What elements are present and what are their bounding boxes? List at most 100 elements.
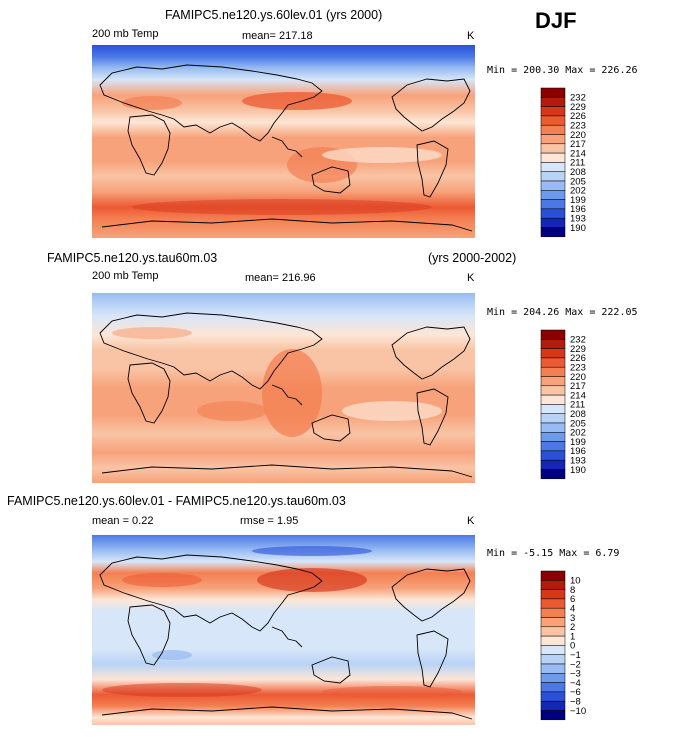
colorbar-swatch xyxy=(540,339,566,349)
colorbar-swatch xyxy=(540,152,566,163)
colorbar-swatch xyxy=(540,589,566,600)
panel2-units: K xyxy=(467,272,475,284)
colorbar-swatch xyxy=(540,217,566,228)
colorbar-swatch xyxy=(540,106,566,117)
colorbar-tick-label: 211 xyxy=(570,400,585,411)
panel2-title: FAMIPC5.ne120.ys.tau60m.03 xyxy=(47,251,218,265)
colorbar-swatch xyxy=(540,87,566,98)
colorbar-swatch xyxy=(540,413,566,424)
colorbar-swatch xyxy=(540,635,566,646)
panel1-minmax: Min = 200.30 Max = 226.26 xyxy=(487,65,638,76)
colorbar-tick-label: 223 xyxy=(570,121,586,132)
colorbar-tick-label: −8 xyxy=(570,697,581,708)
colorbar-tick-label: 208 xyxy=(570,167,586,178)
colorbar-tick-label: 232 xyxy=(570,335,586,346)
colorbar-tick-label: 196 xyxy=(570,446,586,457)
colorbar-swatch xyxy=(540,115,566,126)
colorbar-tick-label: 202 xyxy=(570,428,586,439)
colorbar-tick-label: 229 xyxy=(570,344,586,355)
colorbar-tick-label: 217 xyxy=(570,139,586,150)
colorbar-tick-label: 2 xyxy=(570,622,575,633)
colorbar-swatch xyxy=(540,570,566,581)
colorbar-swatch xyxy=(540,208,566,219)
colorbar-tick-label: 6 xyxy=(570,594,575,605)
colorbar-swatch xyxy=(540,441,566,452)
colorbar-swatch xyxy=(540,404,566,414)
colorbar-tick-label: 193 xyxy=(570,214,586,225)
colorbar-swatch xyxy=(540,626,566,637)
colorbar-tick-label: 223 xyxy=(570,363,586,374)
colorbar-tick-label: 10 xyxy=(570,576,581,587)
colorbar-swatch xyxy=(540,385,566,396)
colorbar-tick-label: 205 xyxy=(570,176,586,187)
panel1-units: K xyxy=(467,30,475,42)
colorbar-tick-label: 220 xyxy=(570,130,586,141)
colorbar-tick-label: 214 xyxy=(570,390,586,401)
colorbar-tick-label: 8 xyxy=(570,585,575,596)
colorbar-swatch xyxy=(540,199,566,210)
colorbar-swatch xyxy=(540,598,566,609)
colorbar-swatch xyxy=(540,348,566,359)
colorbar-swatch xyxy=(540,459,566,470)
colorbar-swatch xyxy=(540,580,566,590)
panel3-mean: mean = 0.22 xyxy=(92,515,154,527)
colorbar-swatch xyxy=(540,190,566,200)
colorbar-swatch xyxy=(540,357,566,368)
colorbar-swatch xyxy=(540,654,566,665)
panel2-map xyxy=(92,293,475,483)
panel3-title: FAMIPC5.ne120.ys.60lev.01 - FAMIPC5.ne12… xyxy=(7,494,346,508)
panel1-colorbar: 2322292262232202172142112082052021991961… xyxy=(540,87,586,238)
panel2-minmax: Min = 204.26 Max = 222.05 xyxy=(487,307,638,318)
colorbar-swatch xyxy=(540,645,566,655)
colorbar-tick-label: −4 xyxy=(570,678,581,689)
colorbar-tick-label: 199 xyxy=(570,437,586,448)
colorbar-tick-label: 208 xyxy=(570,409,586,420)
colorbar-swatch xyxy=(540,180,566,191)
season-label: DJF xyxy=(535,8,577,33)
colorbar-tick-label: −1 xyxy=(570,650,581,661)
colorbar-tick-label: 1 xyxy=(570,631,575,642)
panel1-map xyxy=(92,45,475,238)
panel2-variable-label: 200 mb Temp xyxy=(92,270,159,282)
colorbar-tick-label: −10 xyxy=(570,706,586,717)
panel1-variable-label: 200 mb Temp xyxy=(92,28,159,40)
panel1-mean: mean= 217.18 xyxy=(242,30,313,42)
colorbar-tick-label: 226 xyxy=(570,111,586,122)
colorbar-tick-label: 190 xyxy=(570,465,586,476)
colorbar-swatch xyxy=(540,376,566,387)
colorbar-tick-label: 202 xyxy=(570,186,586,197)
colorbar-tick-label: 193 xyxy=(570,456,586,467)
colorbar-swatch xyxy=(540,162,566,172)
panel2-title-years: (yrs 2000-2002) xyxy=(428,251,517,265)
colorbar-swatch xyxy=(540,422,566,433)
colorbar-swatch xyxy=(540,469,566,480)
colorbar-tick-label: 229 xyxy=(570,102,586,113)
panel3-minmax: Min = -5.15 Max = 6.79 xyxy=(487,548,620,559)
colorbar-tick-label: 214 xyxy=(570,148,586,159)
colorbar-tick-label: 205 xyxy=(570,418,586,429)
colorbar-tick-label: 232 xyxy=(570,93,586,104)
colorbar-tick-label: −6 xyxy=(570,687,581,698)
colorbar-swatch xyxy=(540,97,566,107)
panel1-title: FAMIPC5.ne120.ys.60lev.01 (yrs 2000) xyxy=(165,8,383,22)
colorbar-swatch xyxy=(540,143,566,154)
colorbar-tick-label: 220 xyxy=(570,372,586,383)
colorbar-swatch xyxy=(540,663,566,674)
panel3-units: K xyxy=(467,515,475,527)
colorbar-swatch xyxy=(540,171,566,182)
panel2-mean: mean= 216.96 xyxy=(245,272,316,284)
colorbar-tick-label: 196 xyxy=(570,204,586,215)
colorbar-tick-label: 211 xyxy=(570,158,585,169)
panel3-map xyxy=(92,535,475,725)
colorbar-swatch xyxy=(540,227,566,238)
colorbar-tick-label: 0 xyxy=(570,641,575,652)
colorbar-swatch xyxy=(540,124,566,135)
colorbar-tick-label: 226 xyxy=(570,353,586,364)
colorbar-tick-label: 4 xyxy=(570,604,575,615)
panel2-colorbar: 2322292262232202172142112082052021991961… xyxy=(540,329,586,480)
colorbar-tick-label: −2 xyxy=(570,659,581,670)
colorbar-swatch xyxy=(540,432,566,442)
colorbar-tick-label: 217 xyxy=(570,381,586,392)
colorbar-tick-label: 199 xyxy=(570,195,586,206)
